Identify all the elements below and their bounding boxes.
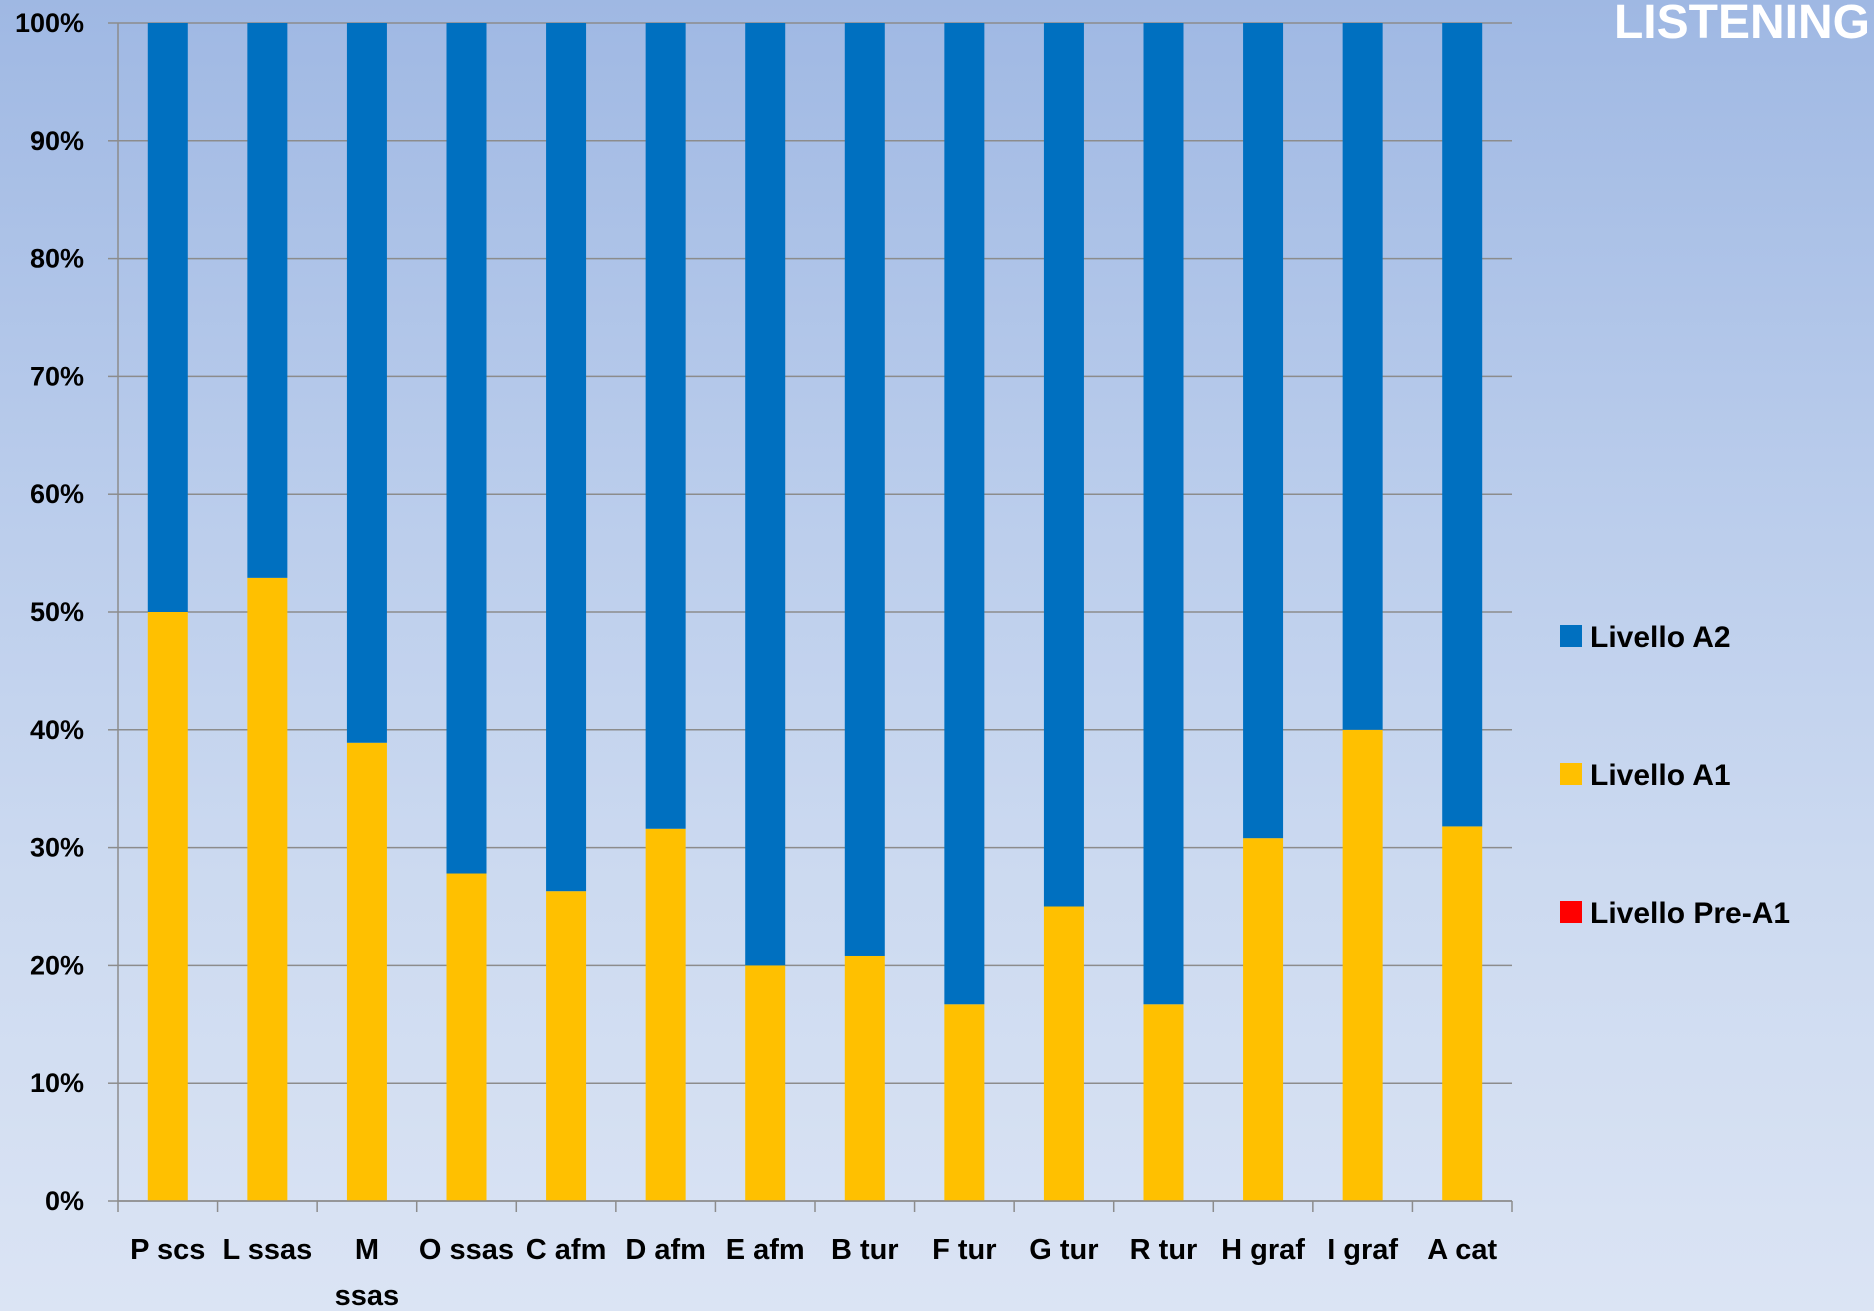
bar-segment-livello-a2 [346,23,387,743]
bar-segment-livello-a1 [546,891,587,1201]
y-tick-label: 90% [30,126,84,156]
bar-segment-livello-a2 [446,23,487,874]
bar-segment-livello-a1 [1442,826,1483,1201]
y-tick-label: 30% [30,833,84,863]
legend-swatch [1560,763,1582,785]
x-category-label: P scs [130,1234,205,1266]
y-tick-label: 50% [30,597,84,627]
bar-segment-livello-a2 [844,23,885,956]
x-category-label: H graf [1221,1234,1305,1266]
x-category-label: D afm [625,1234,706,1266]
bar-segment-livello-a2 [1342,23,1383,730]
legend-swatch [1560,901,1582,923]
bar-segment-livello-a1 [1143,1004,1184,1201]
x-category-label: F tur [932,1234,996,1266]
bar-segment-livello-a2 [944,23,985,1005]
x-category-label: G tur [1029,1234,1098,1266]
y-tick-label: 60% [30,479,84,509]
bar-segment-livello-a1 [844,955,885,1201]
bar-segment-livello-a1 [745,965,786,1201]
chart-title: LISTENING [1614,0,1870,49]
y-tick-label: 0% [45,1186,84,1216]
bars [147,23,1483,1201]
x-category-label: I graf [1327,1234,1398,1266]
legend-label: Livello A1 [1590,759,1731,792]
bar-segment-livello-a1 [944,1004,985,1201]
x-category-label: A cat [1427,1234,1497,1266]
bar-segment-livello-a1 [1043,906,1084,1201]
bar-segment-livello-a1 [446,873,487,1201]
bar-segment-livello-a1 [247,577,288,1201]
y-tick-label: 20% [30,950,84,980]
legend: Livello A2 Livello A1 Livello Pre-A1 [1560,621,1790,930]
y-tick-label: 100% [15,8,84,38]
x-category-label: B tur [831,1234,899,1266]
bar-segment-livello-a1 [1342,729,1383,1201]
y-tick-label: 70% [30,361,84,391]
axes [108,22,1513,1212]
bar-segment-livello-a1 [147,612,188,1201]
bar-segment-livello-a1 [1243,838,1284,1201]
y-tick-label: 40% [30,715,84,745]
y-axis-tick-labels: 0% 10% 20% 30% 40% 50% 60% 70% 80% 90% 100% [15,8,84,1216]
bar-segment-livello-a2 [645,23,686,829]
legend-swatch [1560,625,1582,647]
legend-label: Livello Pre-A1 [1590,897,1790,930]
bar-segment-livello-a2 [745,23,786,966]
legend-label: Livello A2 [1590,621,1731,654]
bar-segment-livello-a2 [1243,23,1284,839]
y-tick-label: 10% [30,1068,84,1098]
bar-segment-livello-a1 [346,742,387,1201]
bar-segment-livello-a1 [645,828,686,1201]
bar-segment-livello-a2 [147,23,188,612]
x-category-label: O ssas [419,1234,514,1266]
bar-segment-livello-a2 [247,23,288,578]
bar-segment-livello-a2 [1043,23,1084,907]
x-category-label: R tur [1130,1234,1198,1266]
x-category-label: C afm [526,1234,607,1266]
bar-segment-livello-a2 [1442,23,1483,827]
y-tick-label: 80% [30,244,84,274]
bar-segment-livello-a2 [546,23,587,892]
gridlines [118,22,1512,1202]
bar-segment-livello-a2 [1143,23,1184,1005]
x-category-label: L ssas [222,1234,312,1266]
x-category-label: E afm [726,1234,805,1266]
